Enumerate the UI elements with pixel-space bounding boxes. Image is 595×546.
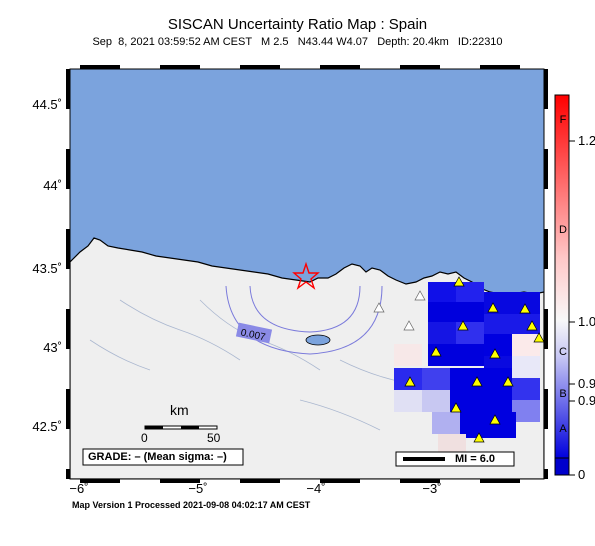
colorbar-tick-label: 1.0 bbox=[578, 314, 595, 329]
map-frame-ticks bbox=[66, 65, 548, 483]
land-area bbox=[70, 237, 544, 479]
colorbar-tick-label: 0.9 bbox=[578, 393, 595, 408]
stations bbox=[373, 276, 544, 443]
epicenter-star bbox=[292, 261, 320, 290]
uncertainty-grid bbox=[394, 282, 540, 454]
colorbar-tick-label: 0.9 bbox=[578, 376, 595, 391]
grade-letter: F bbox=[559, 114, 567, 126]
grade-text: GRADE: – (Mean sigma: –) bbox=[88, 451, 227, 463]
lat-label: 44.5˚ bbox=[32, 97, 62, 112]
lon-label: −5˚ bbox=[188, 481, 208, 496]
grade-box bbox=[82, 448, 244, 466]
lon-label: −6˚ bbox=[69, 481, 89, 496]
lat-label: 43˚ bbox=[43, 340, 62, 355]
contour-label: 0.007 bbox=[240, 327, 267, 343]
grade-letter: C bbox=[559, 346, 567, 358]
mi-text: MI = 6.0 bbox=[455, 453, 496, 465]
map-subtitle: Sep 8, 2021 03:59:52 AM CEST M 2.5 N43.4… bbox=[92, 36, 503, 48]
lon-label: −4˚ bbox=[306, 481, 326, 496]
map-footer: Map Version 1 Processed 2021-09-08 04:02… bbox=[72, 500, 311, 510]
map-title: SISCAN Uncertainty Ratio Map : Spain bbox=[167, 16, 428, 33]
contour-label-box bbox=[235, 322, 273, 344]
contour-lines bbox=[225, 285, 383, 355]
lat-label: 44˚ bbox=[43, 178, 62, 193]
lat-label: 42.5˚ bbox=[32, 419, 62, 434]
lake bbox=[305, 334, 331, 346]
mi-box bbox=[395, 451, 515, 467]
colorbar-low-box bbox=[554, 457, 570, 476]
colorbar bbox=[554, 94, 570, 459]
mi-bar bbox=[403, 457, 445, 461]
colorbar-tick-label: 1.2 bbox=[578, 133, 595, 148]
lon-label: −3˚ bbox=[422, 481, 442, 496]
grade-letter: D bbox=[559, 224, 567, 236]
colorbar-ticks bbox=[569, 140, 575, 476]
scale-unit: km bbox=[170, 402, 189, 418]
grade-letter: A bbox=[559, 423, 567, 435]
grade-letter: B bbox=[559, 388, 567, 400]
colorbar-tick-label: 0 bbox=[578, 467, 586, 482]
scale-max: 50 bbox=[207, 431, 221, 445]
lat-label: 43.5˚ bbox=[32, 261, 62, 276]
scale-min: 0 bbox=[141, 431, 148, 445]
scale-bar bbox=[144, 425, 218, 430]
